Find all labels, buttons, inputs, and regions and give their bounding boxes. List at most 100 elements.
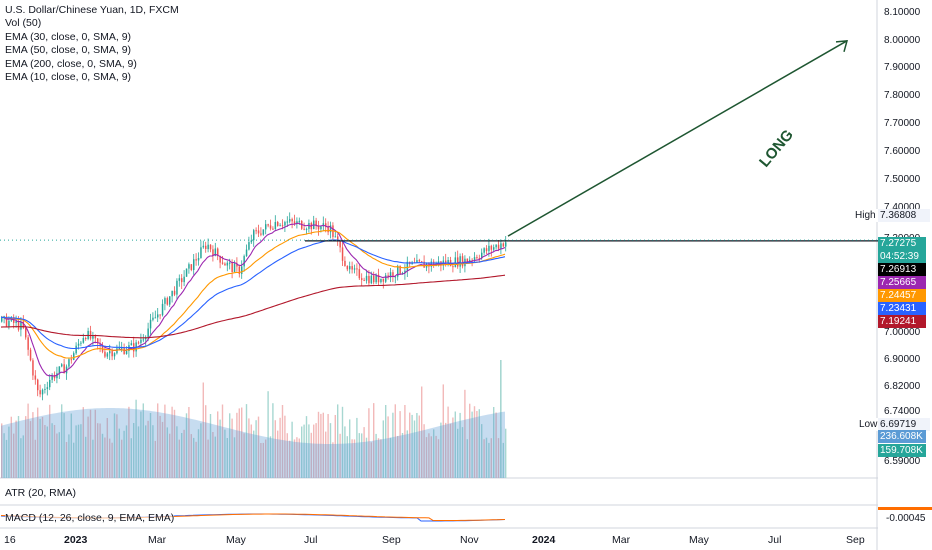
- candle-body: [361, 278, 363, 280]
- candle-body: [404, 270, 406, 274]
- symbol-title[interactable]: U.S. Dollar/Chinese Yuan, 1D, FXCM: [5, 4, 179, 16]
- price-axis-label: 6.59000: [884, 456, 921, 467]
- volume-bar: [399, 411, 401, 478]
- time-axis-label: 2024: [532, 534, 556, 546]
- volume-bar: [15, 420, 17, 478]
- volume-bar: [452, 417, 454, 478]
- volume-bar: [176, 426, 178, 478]
- volume-bar: [157, 403, 159, 478]
- volume-bar: [286, 433, 288, 478]
- volume-bar: [185, 413, 188, 478]
- candle-body: [202, 245, 205, 248]
- volume-bar: [87, 416, 89, 478]
- candle-body: [41, 389, 44, 395]
- volume-bar: [445, 422, 447, 478]
- volume-bar: [505, 428, 507, 478]
- volume-bar: [310, 432, 312, 478]
- volume-bar: [121, 439, 123, 478]
- candle-body: [490, 245, 493, 250]
- volume-bar: [272, 403, 274, 478]
- candle-body: [296, 221, 298, 224]
- candle-body: [82, 338, 85, 343]
- candle-body: [269, 225, 272, 229]
- volume-bar: [94, 409, 96, 478]
- candle-body: [104, 351, 106, 357]
- volume-bar: [109, 438, 111, 478]
- long-label: LONG: [756, 126, 797, 170]
- volume-bar: [428, 433, 430, 478]
- volume-bar: [457, 428, 459, 478]
- volume-bar: [195, 441, 197, 478]
- volume-bar: [260, 443, 262, 478]
- candle-body: [157, 314, 159, 318]
- candle-body: [365, 275, 368, 281]
- volume-bar: [178, 439, 180, 478]
- candle-body: [46, 387, 49, 389]
- volume-bar: [298, 438, 300, 478]
- volume-bar: [229, 413, 231, 478]
- volume-bar: [437, 439, 440, 478]
- volume-bar: [373, 403, 375, 478]
- price-tag: 04:52:39: [878, 250, 926, 263]
- candle-body: [1, 317, 3, 322]
- volume-bar: [243, 433, 245, 478]
- candle-body: [272, 228, 274, 230]
- candle-body: [231, 262, 233, 272]
- volume-bar: [56, 433, 58, 478]
- volume-bar: [358, 433, 360, 478]
- time-axis-label: May: [226, 534, 247, 546]
- volume-bar: [104, 437, 106, 478]
- volume-bar: [301, 426, 303, 478]
- volume-bar: [365, 437, 368, 478]
- volume-bar: [406, 430, 408, 478]
- ema-10-legend[interactable]: EMA (10, close, 0, SMA, 9): [5, 71, 132, 84]
- volume-bar: [291, 421, 293, 478]
- candle-body: [262, 229, 265, 235]
- volume-bar: [111, 442, 113, 478]
- price-tag: 7.23431: [878, 302, 926, 315]
- volume-bar: [10, 416, 12, 478]
- volume-bar: [142, 403, 144, 478]
- candle-body: [233, 263, 236, 272]
- volume-bar: [303, 424, 305, 478]
- candle-body: [130, 343, 133, 346]
- time-axis-label: Mar: [612, 534, 631, 546]
- candle-body: [207, 244, 209, 250]
- volume-bar: [133, 423, 135, 478]
- volume-bar: [322, 412, 324, 478]
- volume-bar: [320, 413, 322, 478]
- volume-bar: [200, 423, 202, 478]
- volume-bar: [469, 403, 471, 478]
- vol-legend[interactable]: Vol (50): [5, 17, 42, 30]
- volume-bar: [488, 442, 490, 478]
- volume-bar: [332, 442, 334, 478]
- candle-body: [493, 247, 495, 250]
- price-axis-label: 6.82000: [884, 381, 921, 392]
- long-arrow: [507, 40, 848, 237]
- candle-body: [75, 345, 77, 354]
- candle-body: [61, 364, 63, 367]
- high-label: High: [852, 209, 879, 222]
- volume-bar: [447, 406, 449, 478]
- candle-body: [260, 233, 262, 235]
- volume-bar: [99, 423, 101, 478]
- macd-pane-label[interactable]: MACD (12, 26, close, 9, EMA, EMA): [5, 512, 175, 524]
- candle-body: [265, 224, 267, 230]
- candle-body: [226, 262, 229, 266]
- volume-bar: [161, 421, 164, 478]
- volume-bar: [329, 423, 332, 478]
- atr-pane-label[interactable]: ATR (20, RMA): [5, 487, 76, 499]
- candle-body: [89, 330, 92, 339]
- candle-body: [368, 275, 370, 284]
- ema-30-legend[interactable]: EMA (30, close, 0, SMA, 9): [5, 30, 132, 43]
- candle-body: [188, 264, 190, 269]
- ema-200-legend[interactable]: EMA (200, close, 0, SMA, 9): [5, 57, 137, 70]
- candle-body: [229, 262, 231, 264]
- volume-bar: [327, 414, 329, 478]
- volume-bar: [238, 408, 240, 478]
- ema-50-legend[interactable]: EMA (50, close, 0, SMA, 9): [5, 44, 132, 57]
- volume-bar: [65, 442, 68, 478]
- ema-30-line: [1, 229, 506, 359]
